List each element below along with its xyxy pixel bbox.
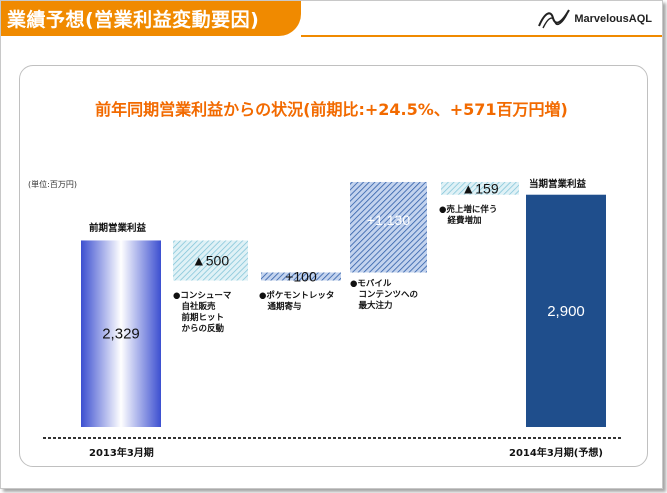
bar-start bbox=[81, 240, 161, 427]
bar-end-value-label: 2,900 bbox=[547, 303, 585, 320]
step-note-4: ●売上増に伴う 経費増加 bbox=[439, 205, 498, 226]
header-divider bbox=[301, 35, 662, 37]
step-note-2: ●ポケモントレッタ 通期寄与 bbox=[259, 291, 335, 312]
bar-step-1-value-label: ▲500 bbox=[192, 252, 229, 268]
chart-title: 前年同期営業利益からの状況(前期比:+24.5%、+571百万円増) bbox=[95, 100, 568, 119]
step-note-3: ●モバイル コンテンツへの 最大注力 bbox=[350, 279, 419, 311]
start-category-label: 前期営業利益 bbox=[89, 223, 147, 234]
unit-label: (単位:百万円) bbox=[28, 180, 77, 189]
bar-step-2 bbox=[261, 272, 341, 281]
company-logo: MarvelousAQL bbox=[537, 8, 652, 30]
page-title: 業績予想(営業利益変動要因) bbox=[7, 9, 260, 31]
bar-step-4-value-label: ▲159 bbox=[461, 180, 498, 196]
bar-start-value-label: 2,329 bbox=[102, 326, 140, 343]
logo-text: MarvelousAQL bbox=[574, 13, 652, 25]
logo-mark-icon bbox=[538, 9, 571, 29]
end-category-label: 当期営業利益 bbox=[529, 179, 587, 190]
bar-step-3-value-label: +1,130 bbox=[367, 212, 410, 228]
x-axis-label-start: 2013年3月期 bbox=[89, 448, 154, 459]
waterfall-chart: 2,329 ▲500 +100 +1,130 ▲159 2,900 bbox=[43, 180, 621, 439]
bar-end bbox=[526, 194, 606, 427]
bar-step-1 bbox=[173, 240, 248, 281]
header-bar: 業績予想(営業利益変動要因) bbox=[1, 1, 301, 36]
bar-step-2-value-label: +100 bbox=[285, 268, 317, 284]
bar-step-4 bbox=[441, 181, 519, 195]
step-note-1: ●コンシューマ 自社販売 前期ヒット からの反動 bbox=[173, 291, 232, 334]
bar-step-3 bbox=[350, 181, 427, 273]
x-axis-label-end: 2014年3月期(予想) bbox=[509, 448, 603, 459]
